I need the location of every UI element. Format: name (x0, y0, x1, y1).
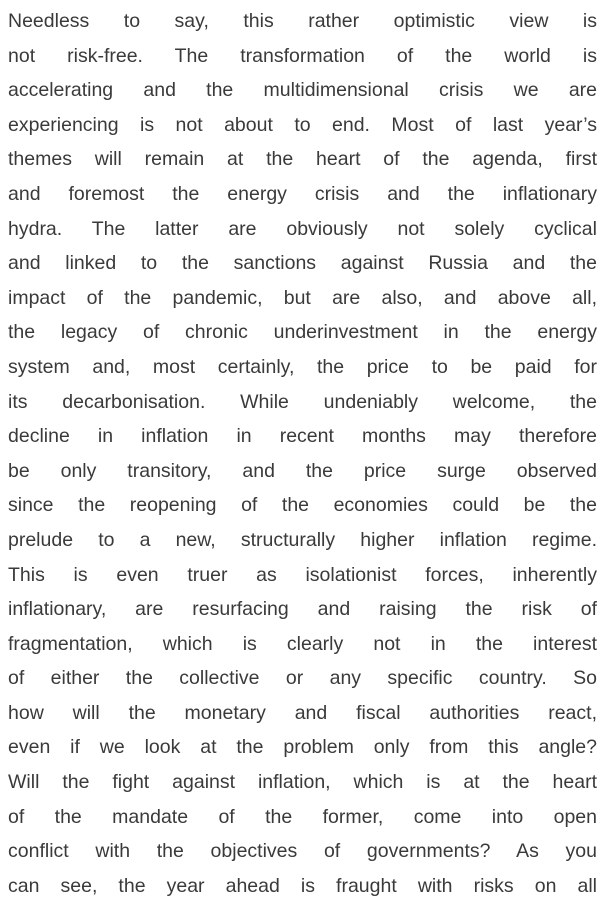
text-line: of either the collective or any specific… (8, 667, 597, 690)
text-line: and linked to the sanctions against Russ… (8, 252, 597, 275)
text-line: impact of the pandemic, but are also, an… (8, 286, 597, 309)
text-line: accelerating and the multidimensional cr… (8, 79, 597, 102)
text-line: its decarbonisation. While undeniably we… (8, 390, 597, 413)
text-line: and foremost the energy crisis and the i… (8, 182, 597, 205)
paragraph: Needless to say, this rather optimistic … (8, 4, 597, 903)
text-line: since the reopening of the economies cou… (8, 494, 597, 517)
text-line: of the mandate of the former, come into … (8, 805, 597, 828)
text-line: how will the monetary and fiscal authori… (8, 701, 597, 724)
text-line: decline in inflation in recent months ma… (8, 425, 597, 448)
text-line: themes will remain at the heart of the a… (8, 148, 597, 171)
text-line: inflationary, are resurfacing and raisin… (8, 598, 597, 621)
text-line: conflict with the objectives of governme… (8, 840, 597, 863)
text-line: hydra. The latter are obviously not sole… (8, 217, 597, 240)
text-line: can see, the year ahead is fraught with … (8, 874, 597, 897)
text-line: fragmentation, which is clearly not in t… (8, 632, 597, 655)
text-line: even if we look at the problem only from… (8, 736, 597, 759)
text-line: prelude to a new, structurally higher in… (8, 528, 597, 551)
text-line: not risk-free. The transformation of the… (8, 44, 597, 67)
text-line: Will the fight against inflation, which … (8, 771, 597, 794)
text-line: the legacy of chronic underinvestment in… (8, 321, 597, 344)
text-line: system and, most certainly, the price to… (8, 355, 597, 378)
text-line: experiencing is not about to end. Most o… (8, 113, 597, 136)
text-line: be only transitory, and the price surge … (8, 459, 597, 482)
text-line: This is even truer as isolationist force… (8, 563, 597, 586)
text-line: Needless to say, this rather optimistic … (8, 10, 597, 32)
